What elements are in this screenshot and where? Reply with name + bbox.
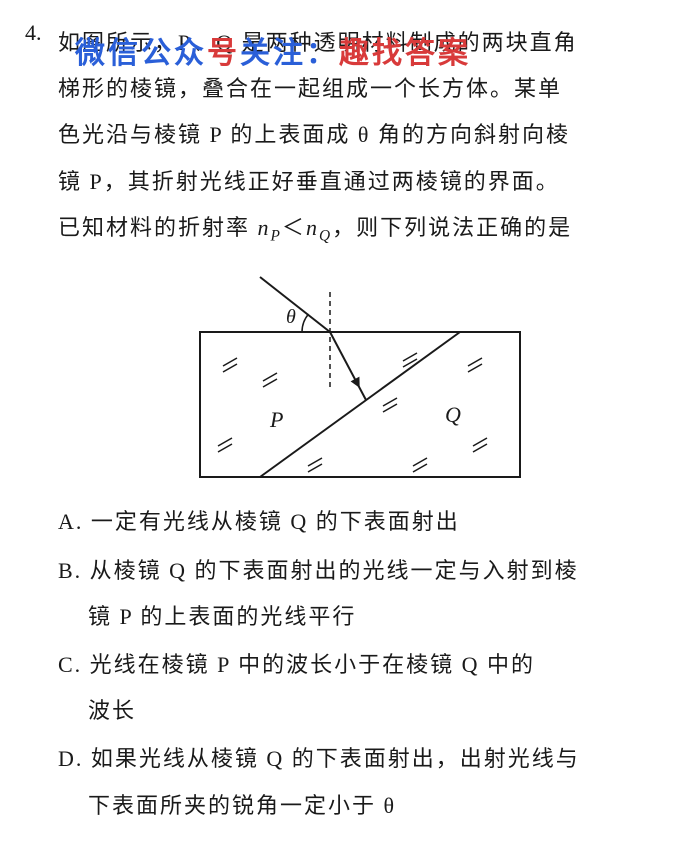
stem-line-4: 镜 P，其折射光线正好垂直通过两棱镜的界面。	[58, 169, 560, 194]
svg-text:θ: θ	[286, 306, 296, 328]
option-a-text: A. 一定有光线从棱镜 Q 的下表面射出	[58, 499, 670, 545]
stem-line-3: 色光沿与棱镜 P 的上表面成 θ 角的方向斜射向棱	[58, 122, 570, 147]
watermark-text-3: 关注：	[240, 37, 339, 70]
stem-line-5b: ，则下列说法正确的是	[332, 215, 572, 240]
watermark-text-2: 号	[207, 37, 240, 70]
svg-text:P: P	[269, 407, 283, 432]
p-subscript: P	[271, 227, 282, 244]
stem-line-5a: 已知材料的折射率	[58, 215, 258, 240]
option-c-line2: 波长	[58, 688, 670, 734]
option-d: D. 如果光线从棱镜 Q 的下表面射出，出射光线与 下表面所夹的锐角一定小于 θ	[58, 736, 670, 828]
watermark-text-1: 微信公众	[75, 37, 207, 70]
option-d-line2: 下表面所夹的锐角一定小于 θ	[58, 783, 670, 829]
option-b-line1: B. 从棱镜 Q 的下表面射出的光线一定与入射到棱	[58, 548, 670, 594]
q-subscript: Q	[319, 227, 332, 244]
less-than: ＜	[282, 215, 306, 240]
option-b: B. 从棱镜 Q 的下表面射出的光线一定与入射到棱 镜 P 的上表面的光线平行	[58, 548, 670, 640]
prism-diagram: θ P Q	[160, 262, 540, 487]
question-number: 4.	[25, 20, 42, 46]
option-c-line1: C. 光线在棱镜 P 中的波长小于在棱镜 Q 中的	[58, 642, 670, 688]
option-d-line1: D. 如果光线从棱镜 Q 的下表面射出，出射光线与	[58, 736, 670, 782]
n-q-symbol: n	[306, 215, 319, 240]
watermark-text-4: 趣找答案	[339, 37, 471, 70]
option-c: C. 光线在棱镜 P 中的波长小于在棱镜 Q 中的 波长	[58, 642, 670, 734]
options-list: A. 一定有光线从棱镜 Q 的下表面射出 B. 从棱镜 Q 的下表面射出的光线一…	[58, 499, 670, 828]
svg-text:Q: Q	[445, 402, 461, 427]
diagram-container: θ P Q	[30, 262, 670, 487]
stem-line-2: 梯形的棱镜，叠合在一起组成一个长方体。某单	[58, 76, 562, 101]
option-a: A. 一定有光线从棱镜 Q 的下表面射出	[58, 499, 670, 545]
n-p-symbol: n	[258, 215, 271, 240]
question-block: 微信公众号关注：趣找答案 4. 如图所示，P、Q 是两种透明材料制成的两块直角 …	[30, 20, 670, 829]
watermark-overlay: 微信公众号关注：趣找答案	[75, 28, 471, 72]
option-b-line2: 镜 P 的上表面的光线平行	[58, 594, 670, 640]
